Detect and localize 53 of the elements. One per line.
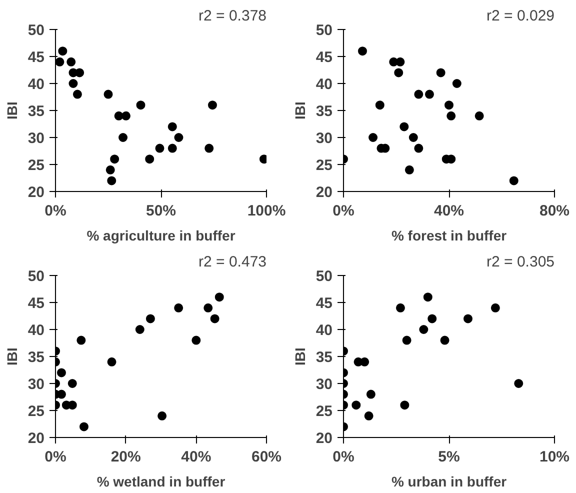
x-tick-label: 0%: [44, 202, 66, 220]
y-tick-label: 30: [316, 376, 333, 393]
y-tick-label: 25: [28, 403, 45, 420]
y-tick-label: 40: [28, 322, 45, 339]
y-tick-label: 25: [28, 157, 45, 174]
x-tick-label: 10%: [539, 448, 570, 466]
y-tick-label: 25: [316, 403, 333, 420]
y-tick-label: 50: [316, 268, 333, 285]
y-tick-label: 30: [316, 130, 333, 147]
x-tick-label: 40%: [434, 202, 464, 220]
y-tick-label: 40: [28, 76, 45, 93]
y-axis-title: IBI: [4, 348, 20, 366]
x-tick-label: 0%: [332, 448, 354, 466]
y-tick-label: 45: [28, 295, 45, 312]
y-tick-label: 40: [316, 76, 333, 93]
y-tick-label: 35: [316, 349, 333, 366]
x-axis-title: % agriculture in buffer: [86, 228, 236, 244]
y-axis-title: IBI: [4, 102, 20, 120]
text: r2 = 0.378: [198, 8, 266, 24]
text: r2 = 0.305: [486, 254, 554, 270]
x-axis-title: % forest in buffer: [391, 228, 508, 244]
x-tick-label: 80%: [539, 202, 570, 220]
x-tick-label: 60%: [251, 448, 282, 466]
y-tick-label: 30: [28, 130, 45, 147]
y-tick-label: 50: [28, 268, 45, 285]
y-tick-label: 50: [28, 22, 45, 39]
x-tick-label: 100%: [247, 202, 286, 220]
x-tick-label: 0%: [44, 448, 66, 466]
y-tick-label: 45: [316, 49, 333, 66]
y-tick-label: 45: [28, 49, 45, 66]
x-tick-label: 0%: [332, 202, 354, 220]
y-tick-label: 35: [28, 349, 45, 366]
x-tick-label: 40%: [181, 448, 212, 466]
y-tick-label: 20: [316, 184, 333, 201]
y-tick-label: 35: [28, 103, 45, 120]
y-tick-label: 40: [316, 322, 333, 339]
y-tick-label: 20: [28, 430, 45, 447]
y-tick-label: 50: [316, 22, 333, 39]
x-axis-title: % wetland in buffer: [96, 474, 226, 490]
y-axis-title: IBI: [292, 348, 308, 366]
x-tick-label: 20%: [110, 448, 141, 466]
y-tick-label: 35: [316, 103, 333, 120]
y-tick-label: 30: [28, 376, 45, 393]
text: r2 = 0.473: [198, 254, 266, 270]
y-tick-label: 45: [316, 295, 333, 312]
x-axis-title: % urban in buffer: [391, 474, 508, 490]
x-tick-label: 5%: [438, 448, 460, 466]
y-tick-label: 25: [316, 157, 333, 174]
y-tick-label: 20: [28, 184, 45, 201]
x-tick-label: 50%: [146, 202, 176, 220]
y-axis-title: IBI: [292, 102, 308, 120]
text: r2 = 0.029: [486, 8, 554, 24]
y-tick-label: 20: [316, 430, 333, 447]
